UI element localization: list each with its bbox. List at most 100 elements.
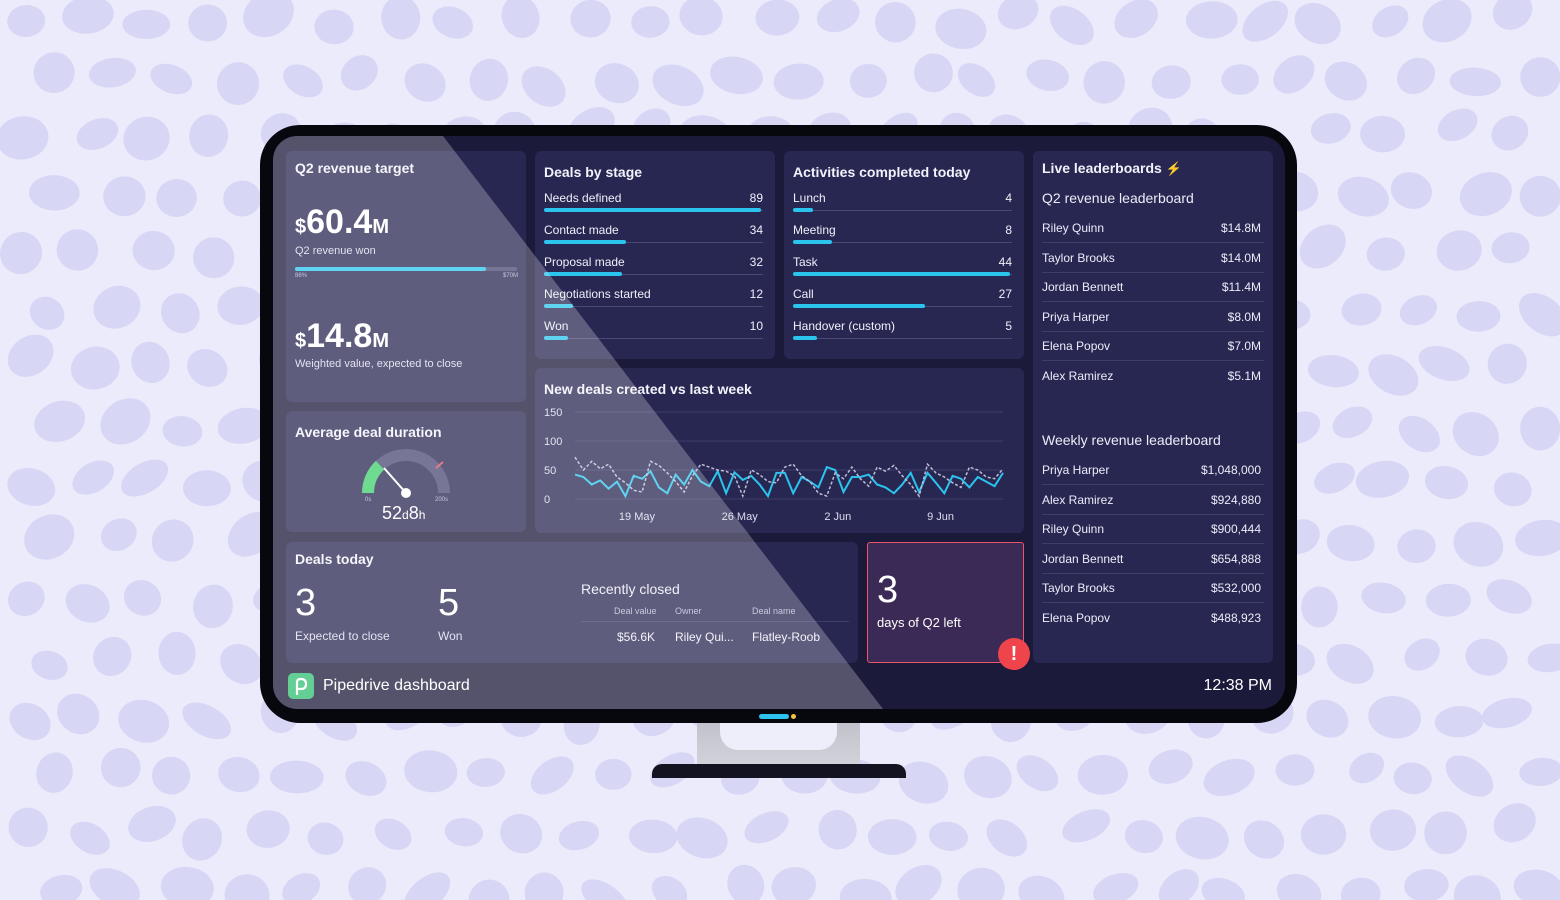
recent-deal-name: Flatley-Roob bbox=[752, 630, 821, 644]
alert-icon: ! bbox=[998, 638, 1030, 670]
q2-leaderboard-row-value: $14.8M bbox=[1220, 221, 1261, 235]
col-deal-name: Deal name bbox=[752, 606, 796, 616]
weighted-suffix: M bbox=[372, 330, 389, 352]
won-count: 5 bbox=[438, 582, 460, 624]
days-left-value: 3 bbox=[877, 569, 899, 611]
monitor-power-light bbox=[791, 714, 796, 719]
revenue-target-card: Q2 revenue target $60.4M Q2 revenue won … bbox=[286, 151, 526, 402]
table-header-divider bbox=[581, 621, 849, 622]
stage-row-bar bbox=[544, 240, 627, 244]
activity-row-label: Task bbox=[793, 255, 818, 269]
currency-symbol: $ bbox=[295, 216, 307, 238]
monitor-indicator-light bbox=[759, 714, 789, 719]
q2-leaderboard-title: Q2 revenue leaderboard bbox=[1042, 190, 1194, 206]
activity-row-bar bbox=[793, 208, 813, 212]
weekly-leaderboard-row-name: Alex Ramirez bbox=[1042, 492, 1114, 507]
gauge-min-label: 0s bbox=[365, 497, 372, 503]
weekly-leaderboard-row-divider bbox=[1042, 572, 1264, 574]
stage-row-bar bbox=[544, 336, 569, 340]
weekly-leaderboard-row-value: $924,880 bbox=[1210, 492, 1261, 507]
last-week-line bbox=[574, 456, 1004, 499]
deals-by-stage-card: Deals by stage Needs defined 89 Contact ma… bbox=[535, 151, 775, 359]
activities-title: Activities completed today bbox=[793, 164, 971, 180]
q2-leaderboard-row-divider bbox=[1042, 330, 1264, 332]
recent-deal-row[interactable]: $56.6K Riley Qui... Flatley-Roob bbox=[581, 628, 849, 646]
stage-row-track bbox=[544, 338, 763, 339]
x-tick-label: 26 May bbox=[722, 511, 759, 523]
activity-row-bar bbox=[793, 240, 833, 244]
q2-leaderboard-row-name: Riley Quinn bbox=[1042, 221, 1105, 235]
duration-hours: 8 bbox=[408, 503, 419, 523]
activity-row-bar bbox=[793, 272, 1010, 276]
dashboard-title: Pipedrive dashboard bbox=[323, 677, 470, 694]
stage-row-value: 89 bbox=[749, 191, 763, 205]
q2-leaderboard-row-name: Alex Ramirez bbox=[1042, 369, 1114, 383]
weighted-label: Weighted value, expected to close bbox=[295, 358, 463, 370]
won-label: Won bbox=[438, 629, 463, 643]
activity-row-value: 8 bbox=[1005, 223, 1012, 237]
duration-hours-unit: h bbox=[418, 508, 426, 522]
leaderboards-title-text: Live leaderboards bbox=[1042, 160, 1162, 176]
stage-row-label: Needs defined bbox=[544, 191, 622, 205]
duration-days: 52 bbox=[382, 503, 403, 523]
stage-row-label: Won bbox=[544, 319, 569, 333]
recently-closed-title: Recently closed bbox=[581, 581, 680, 597]
y-tick-label: 100 bbox=[544, 436, 562, 448]
weekly-leaderboard-row-divider bbox=[1042, 513, 1264, 515]
recent-deal-value: $56.6K bbox=[617, 630, 656, 644]
expected-label: Expected to close bbox=[295, 629, 390, 643]
duration-days-unit: d bbox=[402, 508, 409, 522]
q2-leaderboard-row-value: $5.1M bbox=[1227, 369, 1261, 383]
revenue-won-value: $60.4M bbox=[295, 203, 389, 242]
duration-value: 52d8h bbox=[382, 503, 425, 524]
deals-by-stage-title: Deals by stage bbox=[544, 164, 643, 180]
deals-today-title: Deals today bbox=[295, 551, 374, 567]
q2-leaderboard-row-divider bbox=[1042, 360, 1264, 362]
new-deals-chart-title: New deals created vs last week bbox=[544, 381, 752, 397]
activity-row-label: Meeting bbox=[793, 223, 836, 237]
recent-deal-owner: Riley Qui... bbox=[675, 630, 734, 644]
revenue-won-suffix: M bbox=[372, 216, 389, 238]
activity-row-label: Call bbox=[793, 287, 814, 301]
expected-count: 3 bbox=[295, 582, 317, 624]
activity-row-bar bbox=[793, 304, 926, 308]
q2-leaderboard-row-divider bbox=[1042, 242, 1264, 243]
q2-leaderboard-row-divider bbox=[1042, 271, 1264, 273]
q2-leaderboard-row-name: Priya Harper bbox=[1042, 309, 1110, 324]
y-tick-label: 0 bbox=[544, 494, 550, 506]
new-deals-line-chart: 150 100 50 0 19 May 26 May 2 Jun 9 Jun bbox=[544, 407, 1004, 523]
pipedrive-logo-icon bbox=[288, 673, 314, 699]
activity-row-label: Lunch bbox=[793, 191, 826, 205]
monitor-stand-base bbox=[652, 764, 906, 778]
lightning-icon: ⚡ bbox=[1165, 161, 1182, 176]
alert-glyph: ! bbox=[1010, 643, 1018, 665]
activity-row-value: 5 bbox=[1005, 319, 1012, 333]
progress-start-label: 86% bbox=[295, 273, 308, 279]
weekly-leaderboard-row-divider bbox=[1042, 602, 1264, 604]
activity-row-value: 44 bbox=[998, 255, 1012, 269]
q2-days-left-card: 3 days of Q2 left ! bbox=[867, 542, 1030, 670]
activity-row-value: 27 bbox=[998, 287, 1012, 301]
stage-row-label: Negotiations started bbox=[544, 287, 651, 301]
revenue-progress-fill bbox=[295, 267, 486, 271]
col-deal-value: Deal value bbox=[614, 606, 657, 616]
weekly-leaderboard-row-name: Elena Popov bbox=[1042, 611, 1111, 625]
q2-leaderboard-row-value: $11.4M bbox=[1221, 280, 1261, 295]
weekly-leaderboard-row-value: $1,048,000 bbox=[1200, 463, 1261, 477]
stage-row-track bbox=[544, 242, 763, 243]
stage-row-track bbox=[544, 306, 763, 307]
q2-leaderboard-row-value: $7.0M bbox=[1227, 339, 1261, 354]
weekly-leaderboard-row-value: $900,444 bbox=[1210, 522, 1261, 537]
weighted-value: $14.8M bbox=[295, 317, 389, 356]
activity-row-value: 4 bbox=[1005, 191, 1012, 205]
stage-row-bar bbox=[544, 304, 574, 308]
clock-time: 12:38 PM bbox=[1203, 677, 1272, 694]
q2-leaderboard-row-divider bbox=[1042, 301, 1264, 303]
activity-row-bar bbox=[793, 336, 817, 340]
days-left-label: days of Q2 left bbox=[877, 615, 961, 630]
stage-row-value: 32 bbox=[749, 255, 763, 269]
weekly-leaderboard-row-value: $488,923 bbox=[1210, 611, 1261, 625]
q2-leaderboard-row-value: $14.0M bbox=[1220, 250, 1261, 265]
weekly-leaderboard-row-name: Riley Quinn bbox=[1042, 522, 1105, 537]
q2-leaderboard-row-name: Jordan Bennett bbox=[1042, 280, 1124, 295]
